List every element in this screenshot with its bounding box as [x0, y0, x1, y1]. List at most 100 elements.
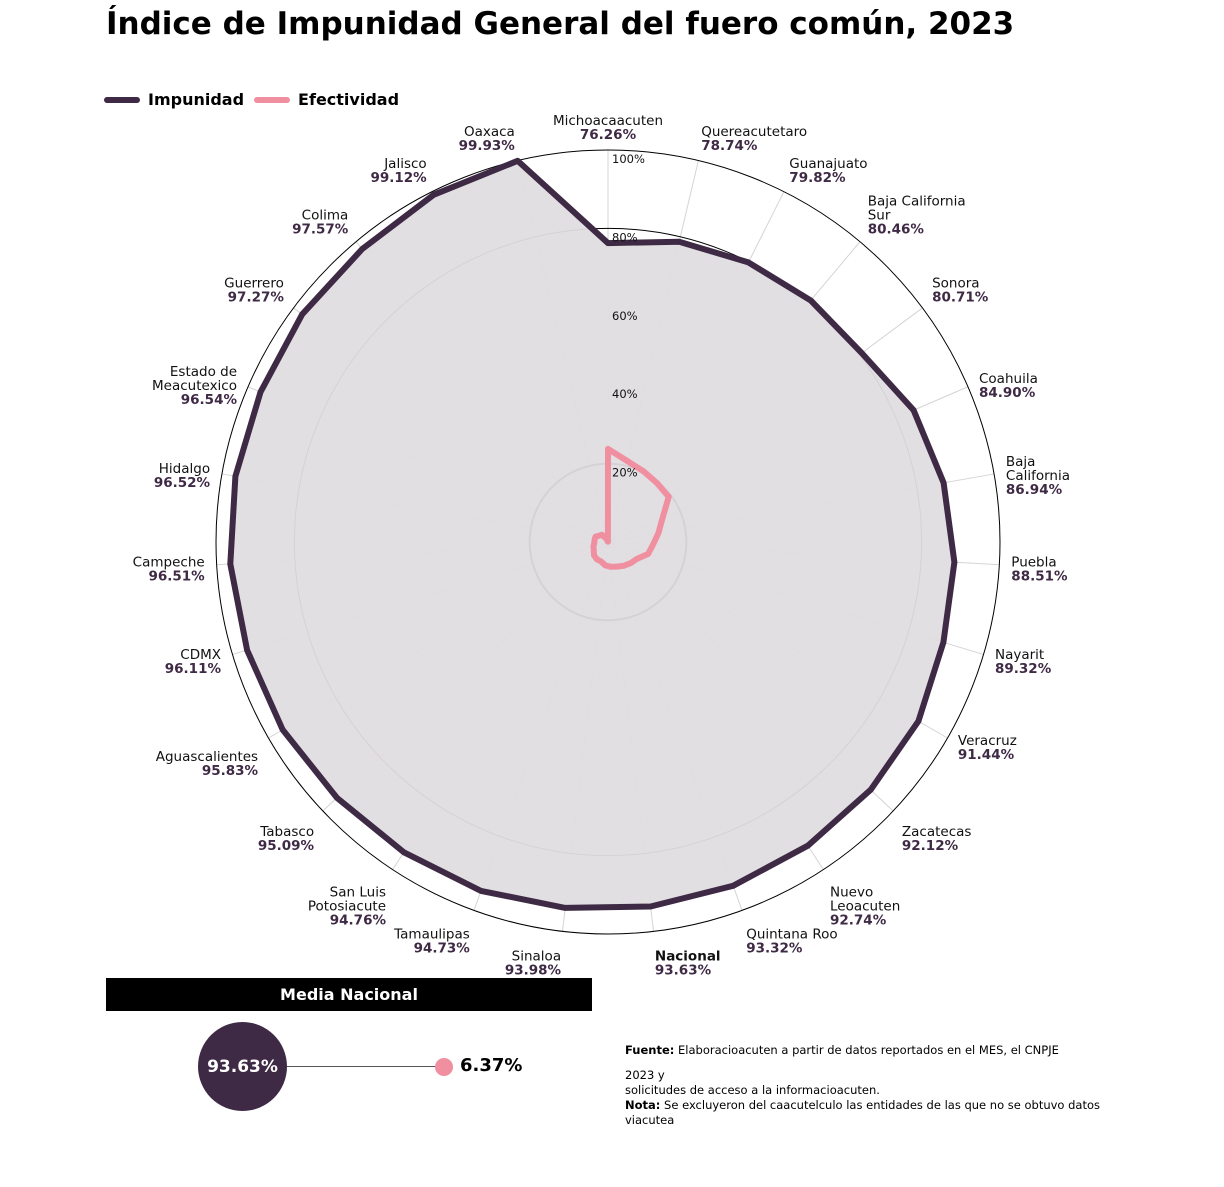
category-name: Quintana Roo [746, 927, 837, 943]
legend-item-efectividad: Efectividad [254, 90, 399, 109]
category-name: Sonora [932, 276, 979, 292]
category-value: 93.32% [746, 941, 803, 957]
legend: Impunidad Efectividad [104, 90, 409, 109]
category-label: Coahuila 84.90% [979, 371, 1038, 401]
category-name: California [1006, 468, 1070, 484]
legend-label-impunidad: Impunidad [148, 90, 245, 109]
category-name: Sinaloa [512, 948, 561, 964]
category-label: Oaxaca 99.93% [459, 124, 516, 154]
category-name: Coahuila [979, 371, 1038, 387]
category-value: 97.27% [228, 290, 285, 306]
category-name: Meacutexico [152, 378, 237, 394]
category-name: San Luis [330, 885, 386, 901]
media-efectividad-dot [435, 1058, 453, 1076]
category-value: 91.44% [958, 747, 1015, 763]
media-nacional-row: 93.63% 6.37% [198, 1022, 598, 1112]
category-label: Tamaulipas 94.73% [393, 927, 470, 957]
media-efectividad-value: 6.37% [460, 1055, 523, 1076]
category-value: 96.54% [181, 392, 238, 408]
category-label: Campeche 96.51% [133, 555, 205, 585]
category-value: 88.51% [1011, 569, 1068, 585]
chart-title: Índice de Impunidad General del fuero co… [106, 6, 1015, 42]
category-name: Estado de [170, 364, 237, 380]
category-label: Quereacutetaro 78.74% [701, 124, 807, 154]
radial-tick-label: 20% [612, 466, 638, 480]
impunidad-line [227, 157, 958, 911]
category-label: Nuevo Leoacuten 92.74% [830, 885, 900, 929]
category-name: Veracruz [958, 733, 1017, 749]
category-value: 93.98% [505, 962, 562, 978]
category-value: 97.57% [292, 222, 349, 238]
category-label: Guanajuato 79.82% [789, 156, 867, 186]
category-label: Estado de Meacutexico 96.54% [152, 364, 237, 408]
category-name: Hidalgo [159, 461, 210, 477]
category-label: Jalisco 99.12% [370, 156, 427, 186]
category-name: Campeche [133, 555, 205, 571]
category-name: Zacatecas [902, 824, 972, 840]
category-label: Guerrero 97.27% [224, 276, 284, 306]
category-label: Veracruz 91.44% [958, 733, 1017, 763]
category-name: Guanajuato [789, 156, 867, 172]
category-label: Nayarit 89.32% [995, 647, 1052, 677]
category-labels: Michoacaacuten 76.26% Quereacutetaro 78.74%… [133, 113, 1070, 978]
efectividad-line [590, 445, 672, 570]
category-value: 92.74% [830, 913, 887, 929]
category-name: Baja California [868, 194, 966, 210]
category-label: Michoacaacuten 76.26% [553, 113, 663, 143]
nota-text: Se excluyeron del caacutelculo las entid… [625, 1098, 1101, 1127]
category-label: Quintana Roo 93.32% [746, 927, 837, 957]
legend-swatch-impunidad [104, 96, 140, 103]
category-label: Tabasco 95.09% [258, 824, 315, 854]
category-name: Colima [302, 208, 349, 224]
category-label: Baja California 86.94% [1006, 454, 1070, 498]
media-nacional-header: Media Nacional [106, 978, 592, 1011]
category-name: Jalisco [383, 156, 426, 172]
legend-label-efectividad: Efectividad [298, 90, 400, 109]
category-name: Tamaulipas [393, 927, 470, 943]
category-value: 93.63% [655, 962, 712, 978]
fuente-year: 2023 y [625, 1068, 665, 1082]
fuente-label: Fuente: [625, 1043, 675, 1057]
category-value: 79.82% [789, 170, 846, 186]
fuente-cont: solicitudes de acceso a la informacioacu… [625, 1083, 880, 1097]
category-value: 94.73% [414, 941, 471, 957]
category-name: Nacional [655, 948, 721, 964]
category-name: Tabasco [259, 824, 314, 840]
category-value: 80.46% [868, 222, 925, 238]
category-value: 76.26% [580, 127, 637, 143]
category-label: Nacional 93.63% [655, 948, 721, 978]
category-name: Baja [1006, 454, 1036, 470]
category-value: 95.09% [258, 838, 315, 854]
fuente-text: Elaboracioacuten a partir de datos repor… [674, 1043, 1059, 1057]
category-value: 86.94% [1006, 482, 1063, 498]
category-name: Quereacutetaro [701, 124, 807, 140]
radial-tick-label: 40% [612, 387, 638, 401]
category-value: 78.74% [701, 138, 758, 154]
impunidad-area [230, 160, 955, 908]
nota-label: Nota: [625, 1098, 661, 1112]
category-label: Zacatecas 92.12% [902, 824, 972, 854]
radial-tick-label: 60% [612, 309, 638, 323]
category-label: Sonora 80.71% [932, 276, 989, 306]
category-name: Guerrero [224, 276, 284, 292]
radar-chart: 20% 40% 60% 80% 100% Michoacaacuten 76.26% Que… [133, 113, 1070, 978]
radar-outer-ring [215, 149, 1001, 935]
category-label: Puebla 88.51% [1011, 555, 1068, 585]
category-name: Potosiacute [308, 899, 386, 915]
fuente-line: Fuente: Elaboracioacuten a partir de dat… [625, 1043, 1105, 1058]
category-name: CDMX [180, 647, 221, 663]
category-value: 80.71% [932, 290, 989, 306]
category-name: Oaxaca [464, 124, 515, 140]
category-name: Nayarit [995, 647, 1044, 663]
category-value: 96.52% [154, 475, 211, 491]
category-value: 84.90% [979, 385, 1036, 401]
media-connector-line [242, 1066, 444, 1067]
category-name: Sur [868, 208, 891, 224]
legend-item-impunidad: Impunidad [104, 90, 244, 109]
category-value: 96.51% [148, 569, 205, 585]
category-value: 89.32% [995, 661, 1052, 677]
category-value: 92.12% [902, 838, 959, 854]
category-label: Hidalgo 96.52% [154, 461, 211, 491]
radar-series [227, 157, 958, 911]
radial-tick-label: 100% [612, 152, 645, 166]
